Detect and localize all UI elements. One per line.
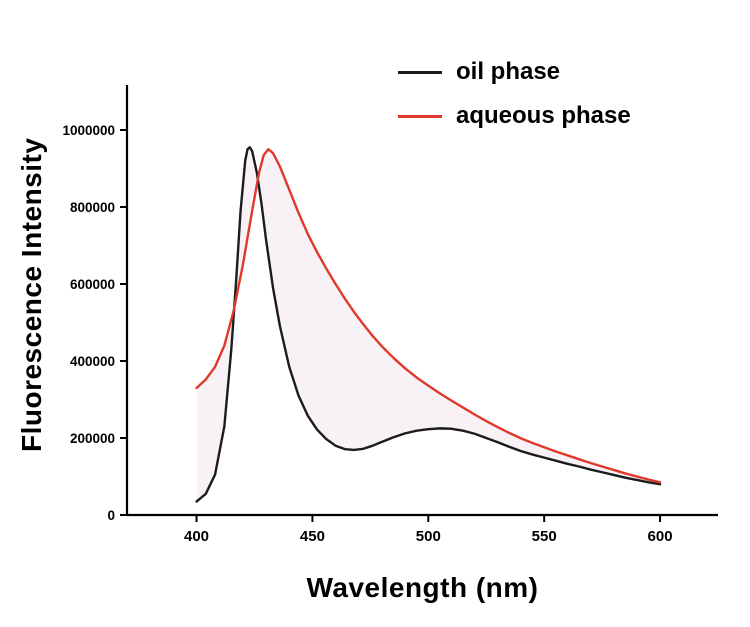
svg-text:1000000: 1000000 bbox=[62, 123, 115, 138]
aqueous-phase-line-swatch bbox=[398, 114, 442, 118]
svg-text:200000: 200000 bbox=[70, 431, 115, 446]
svg-text:500: 500 bbox=[416, 528, 441, 545]
oil-phase-line-swatch bbox=[398, 70, 442, 74]
svg-text:800000: 800000 bbox=[70, 200, 115, 215]
svg-text:400: 400 bbox=[184, 528, 209, 545]
svg-text:550: 550 bbox=[532, 528, 557, 545]
svg-text:600000: 600000 bbox=[70, 277, 115, 292]
x-axis-title: Wavelength (nm) bbox=[306, 572, 539, 603]
legend-label-aqueous-phase: aqueous phase bbox=[456, 102, 631, 129]
svg-text:0: 0 bbox=[107, 508, 115, 523]
svg-text:400000: 400000 bbox=[70, 354, 115, 369]
y-axis-title: Fluorescence Intensity bbox=[16, 137, 47, 452]
svg-text:450: 450 bbox=[300, 528, 325, 545]
legend: oil phase aqueous phase bbox=[398, 58, 631, 130]
legend-item-oil-phase: oil phase bbox=[398, 58, 631, 86]
legend-item-aqueous-phase: aqueous phase bbox=[398, 102, 631, 130]
svg-text:600: 600 bbox=[648, 528, 673, 545]
legend-label-oil-phase: oil phase bbox=[456, 58, 561, 85]
